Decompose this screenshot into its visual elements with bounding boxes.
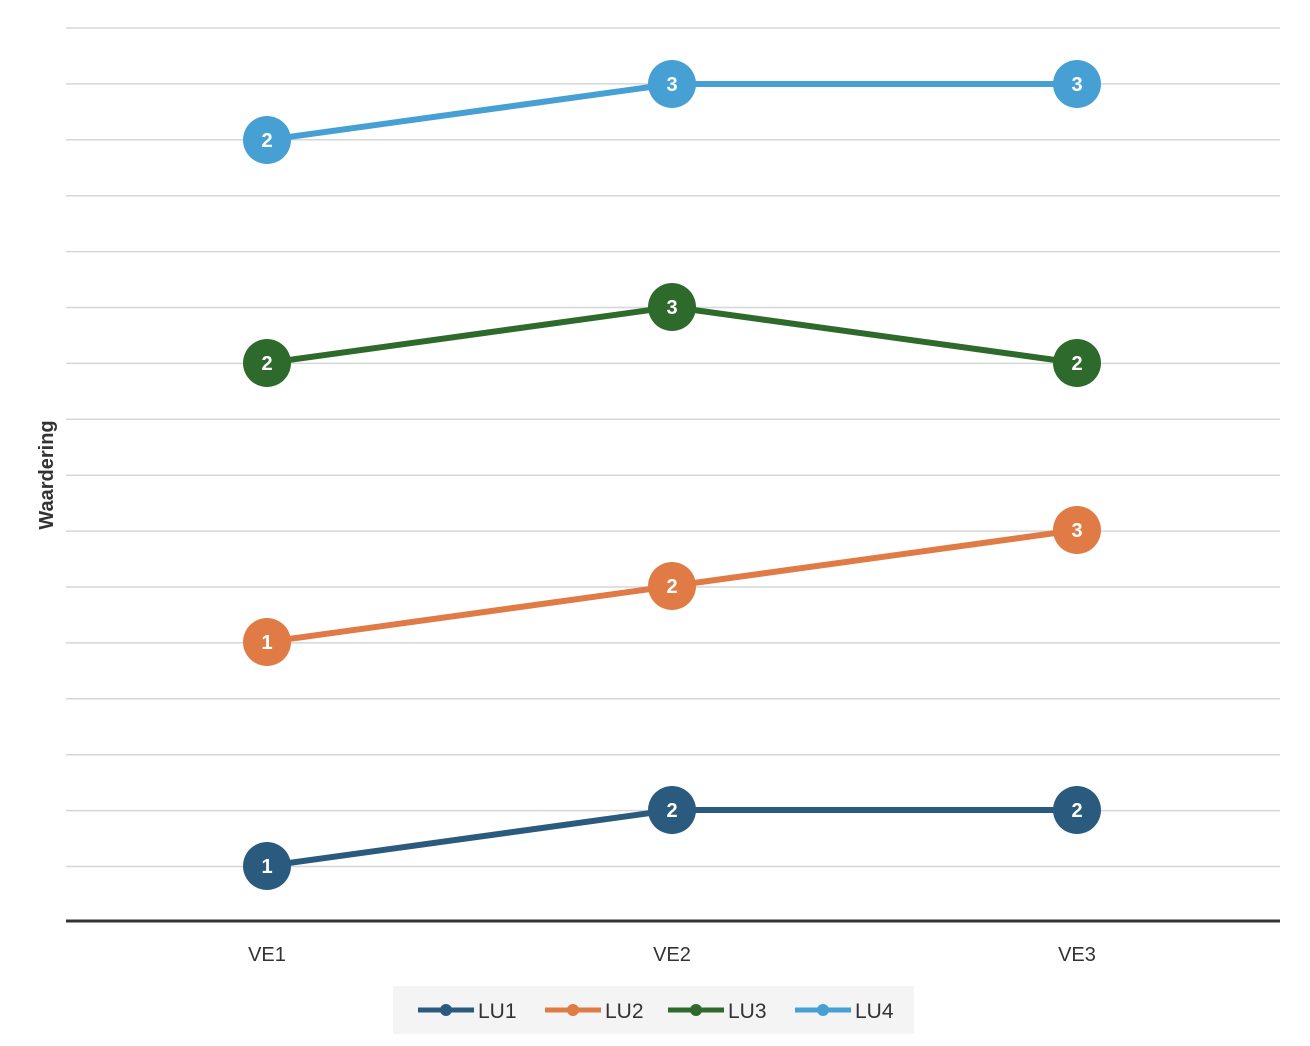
data-point (243, 339, 291, 387)
data-point (1053, 339, 1101, 387)
series-layer: 1 2 2 1 2 3 2 3 2 2 3 3 (243, 60, 1101, 890)
x-tick-label: VE3 (1058, 944, 1096, 966)
data-point (243, 116, 291, 164)
series-lu4: 2 3 3 (243, 60, 1101, 164)
legend-item-lu2[interactable]: LU2 (545, 1000, 644, 1023)
data-point (1053, 786, 1101, 834)
data-point (243, 618, 291, 666)
legend: LU1 LU2 LU3 LU4 (393, 986, 914, 1034)
legend-label: LU3 (728, 1000, 767, 1023)
series-lu2: 1 2 3 (243, 506, 1101, 666)
data-point (1053, 60, 1101, 108)
legend-label: LU1 (478, 1000, 517, 1023)
data-point (648, 786, 696, 834)
data-point (1053, 506, 1101, 554)
data-label: 2 (666, 800, 677, 822)
x-tick-label: VE2 (653, 944, 691, 966)
legend-swatch-marker (817, 1004, 829, 1016)
data-label: 2 (1071, 800, 1082, 822)
data-point (648, 562, 696, 610)
legend-item-lu3[interactable]: LU3 (668, 1000, 767, 1023)
data-label: 3 (1071, 520, 1082, 542)
data-label: 3 (1071, 74, 1082, 96)
legend-label: LU4 (855, 1000, 894, 1023)
data-point (243, 842, 291, 890)
data-label: 2 (666, 576, 677, 598)
y-axis-title: Waardering (36, 420, 58, 529)
legend-item-lu4[interactable]: LU4 (795, 1000, 894, 1023)
data-label: 3 (666, 297, 677, 319)
legend-item-lu1[interactable]: LU1 (418, 1000, 517, 1023)
legend-swatch-marker (567, 1004, 579, 1016)
data-label: 1 (261, 632, 272, 654)
data-point (648, 60, 696, 108)
data-label: 2 (1071, 353, 1082, 375)
data-point (648, 283, 696, 331)
series-lu3: 2 3 2 (243, 283, 1101, 387)
x-tick-labels: VE1 VE2 VE3 (248, 944, 1096, 966)
data-label: 2 (261, 130, 272, 152)
x-tick-label: VE1 (248, 944, 286, 966)
data-label: 1 (261, 856, 272, 878)
data-label: 2 (261, 353, 272, 375)
data-label: 3 (666, 74, 677, 96)
legend-label: LU2 (605, 1000, 644, 1023)
legend-swatch-marker (440, 1004, 452, 1016)
series-lu1: 1 2 2 (243, 786, 1101, 890)
legend-swatch-marker (690, 1004, 702, 1016)
